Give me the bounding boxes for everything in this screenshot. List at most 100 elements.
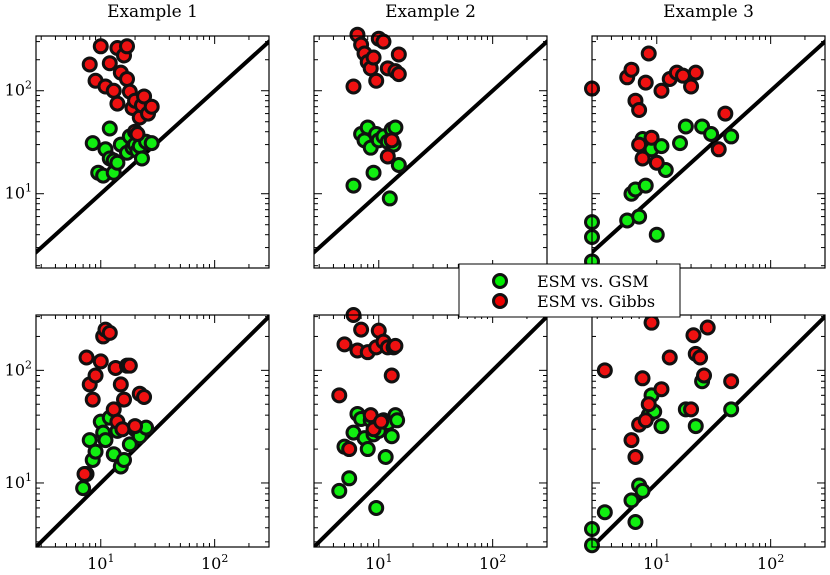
point-gibbs	[92, 38, 109, 55]
point-gibbs	[643, 129, 660, 146]
point-gibbs	[623, 432, 640, 449]
x-tick-label: 101	[643, 552, 670, 573]
panel-5: 101 102	[313, 307, 548, 573]
panel-title: Example 1	[107, 2, 198, 22]
point-gibbs	[84, 391, 101, 408]
point-gsm	[331, 482, 348, 499]
point-gibbs	[129, 126, 146, 143]
point-gibbs	[331, 387, 348, 404]
point-gibbs	[101, 324, 118, 341]
point-gibbs	[373, 413, 390, 430]
point-gibbs	[640, 396, 657, 413]
point-gibbs	[699, 319, 716, 336]
point-gibbs	[687, 64, 704, 81]
panel-title: Example 2	[385, 2, 476, 22]
point-gsm	[653, 138, 670, 155]
point-gibbs	[631, 102, 648, 119]
point-gibbs	[710, 141, 727, 158]
point-gibbs	[596, 362, 613, 379]
point-gibbs	[683, 78, 700, 95]
panel-frame	[591, 35, 826, 269]
point-gibbs	[648, 154, 665, 171]
point-gibbs	[387, 337, 404, 354]
point-gibbs	[136, 388, 153, 405]
point-gibbs	[379, 148, 396, 165]
point-gibbs	[723, 373, 740, 390]
point-gibbs	[634, 370, 651, 387]
point-gsm	[377, 449, 394, 466]
point-gibbs	[116, 391, 133, 408]
point-gibbs	[390, 46, 407, 63]
point-gsm	[387, 119, 404, 136]
x-tick-label: 102	[201, 552, 228, 573]
point-gibbs	[637, 412, 654, 429]
point-gsm	[121, 436, 138, 453]
point-gibbs	[114, 421, 131, 438]
point-gibbs	[353, 321, 370, 338]
point-gibbs	[81, 56, 98, 73]
x-tick-label: 101	[87, 552, 114, 573]
diagonal-line	[314, 315, 547, 547]
point-gibbs	[627, 449, 644, 466]
point-gibbs	[92, 353, 109, 370]
point-gsm	[75, 480, 92, 497]
diagonal-line	[314, 38, 547, 255]
point-gsm	[133, 150, 150, 167]
point-gibbs	[76, 466, 93, 483]
point-gibbs	[683, 401, 700, 418]
point-gsm	[653, 418, 670, 435]
point-gsm	[389, 412, 406, 429]
point-gibbs	[136, 88, 153, 105]
x-tick-label: 102	[757, 552, 784, 573]
point-gibbs	[109, 95, 126, 112]
point-gsm	[390, 157, 407, 174]
point-gibbs	[143, 98, 160, 115]
point-gibbs	[341, 441, 358, 458]
point-gsm	[101, 120, 118, 137]
point-gsm	[109, 154, 126, 171]
point-gibbs	[121, 357, 138, 374]
point-gsm	[648, 226, 665, 243]
y-tick-label: 101	[5, 471, 32, 492]
legend-marker-gsm	[492, 273, 508, 289]
legend-marker-gibbs	[492, 293, 508, 309]
point-gibbs	[375, 33, 392, 50]
diagonal-line	[36, 315, 269, 547]
panel-title: Example 3	[663, 2, 754, 22]
point-gibbs	[717, 105, 734, 122]
point-gibbs	[631, 136, 648, 153]
point-gsm	[97, 432, 114, 449]
point-gibbs	[383, 367, 400, 384]
point-gibbs	[78, 349, 95, 366]
point-gsm	[365, 164, 382, 181]
point-gsm	[631, 208, 648, 225]
point-gibbs	[640, 45, 657, 62]
panel-frame	[313, 314, 548, 548]
point-gibbs	[643, 314, 660, 331]
point-gibbs	[365, 49, 382, 66]
point-gsm	[723, 128, 740, 145]
point-gsm	[143, 135, 160, 152]
panel-1: Example 1 101 102	[5, 2, 270, 269]
diagonal-line	[592, 315, 825, 547]
panel-2: Example 2	[313, 2, 548, 269]
point-gibbs	[119, 38, 136, 55]
point-gsm	[596, 504, 613, 521]
point-gsm	[84, 135, 101, 152]
panel-6: 101 102	[584, 314, 826, 573]
point-gsm	[623, 492, 640, 509]
panel-frame	[313, 35, 548, 269]
point-gsm	[723, 401, 740, 418]
point-gsm	[368, 499, 385, 516]
y-tick-label: 102	[5, 79, 32, 100]
legend-label-gsm: ESM vs. GSM	[537, 272, 649, 291]
legend-label-gibbs: ESM vs. Gibbs	[537, 292, 655, 311]
point-gsm	[381, 190, 398, 207]
point-gsm	[341, 470, 358, 487]
y-tick-label: 102	[5, 358, 32, 379]
point-gsm	[703, 126, 720, 143]
panel-frame	[35, 35, 270, 269]
point-gsm	[637, 177, 654, 194]
